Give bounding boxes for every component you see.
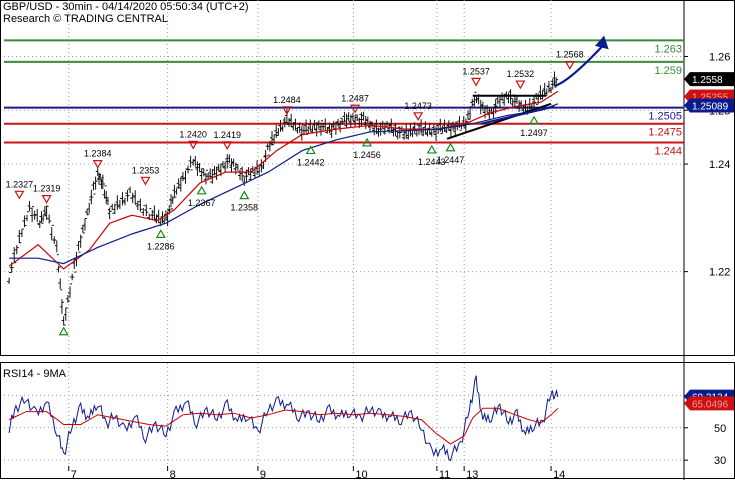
swing-high-marker xyxy=(92,160,103,169)
swing-low-label: 1.2443 xyxy=(418,157,446,167)
swing-low-marker xyxy=(58,326,69,336)
y-tick-label: 1.22 xyxy=(709,267,730,279)
level-label: 1.259 xyxy=(654,65,682,77)
level-label: 1.244 xyxy=(654,146,682,158)
swing-low-label: 1.2497 xyxy=(520,128,548,138)
x-tick-label: 8 xyxy=(170,469,176,480)
swing-high-label: 1.2537 xyxy=(462,66,490,76)
swing-high-marker xyxy=(14,190,25,200)
swing-low-label: 1.2456 xyxy=(353,150,381,160)
swing-low-label: 1.2367 xyxy=(188,198,216,208)
chart-title: GBP/USD - 30min - 04/14/2020 05:50:34 (U… xyxy=(3,1,249,13)
y-tick-label: 1.24 xyxy=(709,159,730,171)
swing-high-label: 1.2319 xyxy=(33,184,61,194)
swing-low-label: 1.2286 xyxy=(147,241,175,251)
price-badge-label: 1.2558 xyxy=(692,75,723,86)
swing-low-marker xyxy=(155,229,166,238)
moving-average-line-2 xyxy=(9,103,559,265)
x-tick-label: 9 xyxy=(260,469,266,480)
x-tick-label: 13 xyxy=(466,469,478,480)
swing-low-marker xyxy=(305,145,316,155)
chart-source: Research © TRADING CENTRAL xyxy=(3,13,168,25)
price-badge-label: 1.25255 xyxy=(692,93,729,104)
swing-high-marker xyxy=(350,104,361,114)
swing-high-label: 1.2384 xyxy=(84,149,112,159)
swing-high-marker xyxy=(515,80,526,90)
swing-low-marker xyxy=(426,144,437,154)
level-label: 1.2505 xyxy=(648,111,682,123)
swing-high-label: 1.2473 xyxy=(404,101,432,111)
swing-high-label: 1.2419 xyxy=(213,130,241,140)
rsi-panel-frame xyxy=(0,362,735,479)
swing-low-label: 1.2358 xyxy=(231,203,259,213)
y-tick-label: 1.26 xyxy=(709,51,730,63)
level-label: 1.263 xyxy=(654,43,682,55)
rsi-series-line-2 xyxy=(8,407,559,445)
swing-high-label: 1.2487 xyxy=(341,93,369,103)
x-tick-label: 11 xyxy=(439,469,450,480)
swing-low-marker xyxy=(445,142,456,152)
swing-high-marker xyxy=(188,140,199,150)
swing-high-label: 1.2532 xyxy=(507,69,535,79)
main-panel-frame xyxy=(0,0,735,356)
forecast-arrow-head xyxy=(594,35,609,50)
swing-low-marker xyxy=(361,137,373,147)
trend-line xyxy=(446,102,552,140)
moving-average-line-1 xyxy=(8,90,559,270)
swing-high-marker xyxy=(222,141,233,151)
swing-high-marker xyxy=(413,112,424,121)
trend-line xyxy=(480,105,555,125)
swing-high-label: 1.2484 xyxy=(273,95,301,105)
rsi-series-line-1 xyxy=(8,375,559,462)
swing-low-label: 1.2447 xyxy=(437,155,465,165)
swing-high-label: 1.2568 xyxy=(556,50,584,60)
rsi-badge xyxy=(684,396,734,411)
x-tick-label: 10 xyxy=(355,469,367,480)
swing-low-label: 1.2442 xyxy=(297,157,325,167)
forecast-arrow-shaft xyxy=(554,45,603,88)
swing-high-marker xyxy=(41,195,52,204)
swing-low-marker xyxy=(528,115,540,125)
swing-high-marker xyxy=(281,106,292,116)
price-badge-label: 1.25089 xyxy=(692,101,729,112)
level-label: 1.2475 xyxy=(648,127,682,139)
swing-low-marker xyxy=(196,185,207,195)
swing-high-label: 1.2420 xyxy=(179,129,207,139)
rsi-tick-label: 30 xyxy=(714,455,726,467)
price-badge xyxy=(684,72,734,87)
rsi-badge-label: 65.0496 xyxy=(692,399,729,410)
x-tick-label: 14 xyxy=(553,469,565,480)
swing-high-marker xyxy=(140,176,151,186)
rsi-tick-label: 50 xyxy=(714,423,726,435)
rsi-title: RSI14 - 9MA xyxy=(3,368,66,380)
price-badge xyxy=(684,98,734,113)
swing-high-label: 1.2327 xyxy=(6,179,34,189)
x-tick-label: 7 xyxy=(71,469,77,480)
swing-high-marker xyxy=(564,61,575,70)
swing-low-marker xyxy=(239,190,250,200)
swing-high-marker xyxy=(471,77,482,87)
swing-high-label: 1.2353 xyxy=(132,165,160,175)
